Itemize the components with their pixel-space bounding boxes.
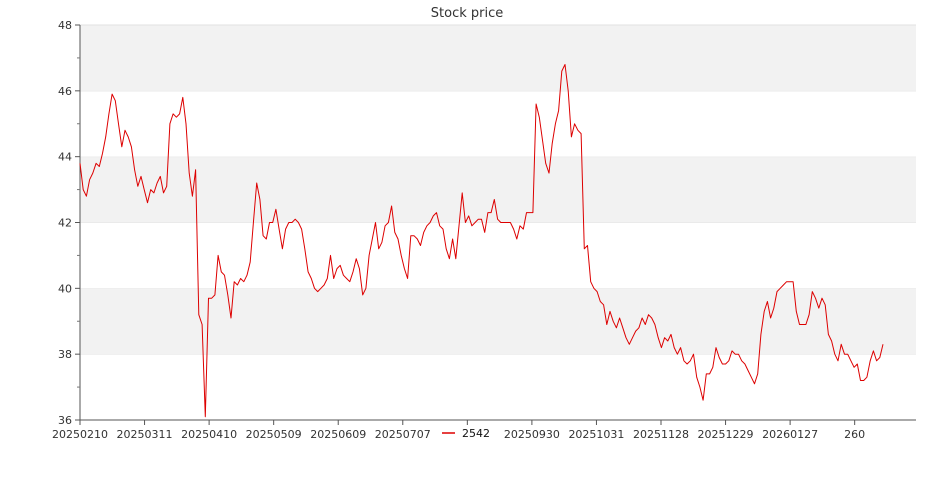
legend-box [438, 426, 496, 440]
grid-bands [80, 24, 916, 420]
x-tick-label: 260 [844, 428, 865, 441]
y-axis-ticks: 36 38 40 42 44 46 48 [58, 19, 80, 427]
x-tick-label: 20251128 [633, 428, 689, 441]
x-tick-label: 20250509 [246, 428, 302, 441]
y-tick-label: 46 [58, 85, 72, 98]
grid-band [80, 25, 916, 91]
x-tick-label: 20250311 [117, 428, 173, 441]
y-tick-label: 38 [58, 348, 72, 361]
x-tick-label: 20251031 [568, 428, 624, 441]
x-axis-ticks: 20250210 20250311 20250410 20250509 20250609… [52, 420, 865, 441]
grid-band [80, 90, 916, 157]
grid-band [80, 222, 916, 289]
x-tick-label: 20250930 [504, 428, 560, 441]
legend-label: 2542 [462, 427, 490, 440]
x-tick-label: 20260127 [762, 428, 818, 441]
y-tick-label: 40 [58, 282, 72, 295]
grid-band [80, 288, 916, 355]
x-tick-label: 20250707 [375, 428, 431, 441]
grid-band [80, 354, 916, 420]
y-tick-label: 42 [58, 217, 72, 230]
x-tick-label: 20250210 [52, 428, 108, 441]
chart-title: Stock price [431, 6, 503, 21]
x-tick-label: 20250609 [310, 428, 366, 441]
series-layer [79, 64, 884, 418]
series-line [79, 64, 884, 418]
y-tick-label: 36 [58, 414, 72, 427]
x-tick-label: 20250410 [181, 428, 237, 441]
legend: 2542 [438, 426, 496, 440]
y-tick-label: 48 [58, 19, 72, 32]
grid-band [80, 156, 916, 223]
x-tick-label: 20251229 [698, 428, 754, 441]
y-tick-label: 44 [58, 151, 72, 164]
